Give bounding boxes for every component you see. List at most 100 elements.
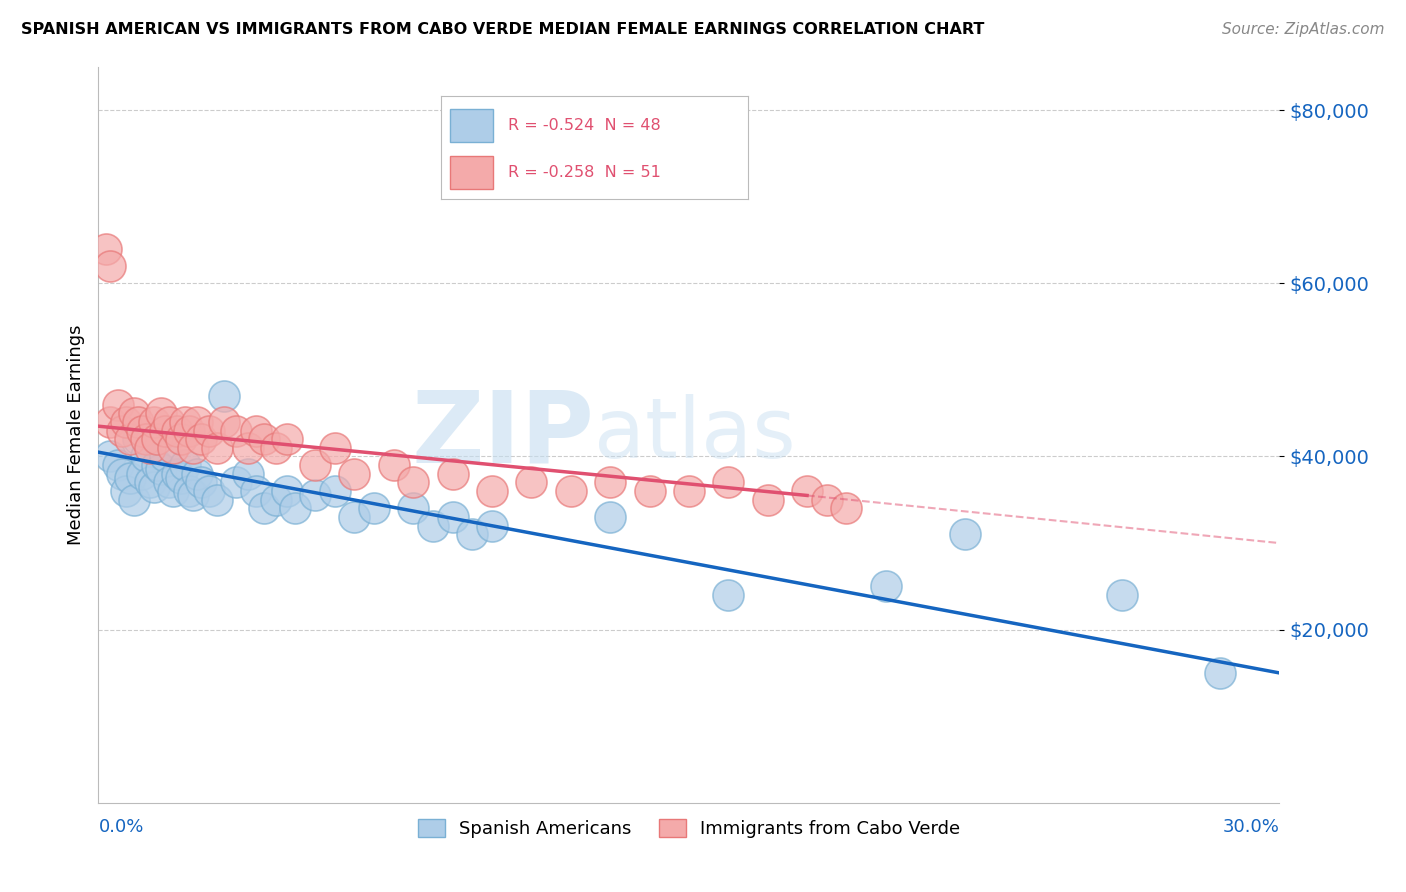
Point bbox=[111, 424, 134, 438]
Point bbox=[96, 242, 118, 256]
Point bbox=[236, 441, 259, 455]
Point bbox=[174, 415, 197, 429]
Point bbox=[481, 484, 503, 499]
Point bbox=[127, 415, 149, 429]
Point bbox=[599, 510, 621, 524]
Point bbox=[304, 488, 326, 502]
Point bbox=[197, 484, 219, 499]
Point bbox=[98, 450, 121, 464]
Point bbox=[363, 501, 385, 516]
Point bbox=[214, 389, 236, 403]
Point bbox=[343, 510, 366, 524]
Point bbox=[214, 415, 236, 429]
Point bbox=[111, 467, 134, 481]
Point bbox=[276, 432, 298, 446]
Point bbox=[118, 471, 141, 485]
Point bbox=[253, 432, 276, 446]
Point bbox=[174, 458, 197, 472]
Point bbox=[835, 501, 858, 516]
Point bbox=[181, 441, 204, 455]
Point bbox=[107, 398, 129, 412]
Point bbox=[599, 475, 621, 490]
Text: Source: ZipAtlas.com: Source: ZipAtlas.com bbox=[1222, 22, 1385, 37]
Point bbox=[186, 415, 208, 429]
Point bbox=[150, 406, 173, 420]
Point bbox=[197, 424, 219, 438]
Point bbox=[166, 424, 188, 438]
Point bbox=[402, 501, 425, 516]
Point bbox=[170, 471, 193, 485]
Point bbox=[127, 432, 149, 446]
Point bbox=[276, 484, 298, 499]
Legend: Spanish Americans, Immigrants from Cabo Verde: Spanish Americans, Immigrants from Cabo … bbox=[411, 812, 967, 846]
Point bbox=[205, 441, 228, 455]
Point bbox=[520, 475, 543, 490]
Point bbox=[323, 484, 346, 499]
Point bbox=[115, 484, 138, 499]
Point bbox=[135, 450, 157, 464]
Point bbox=[236, 467, 259, 481]
Point bbox=[177, 424, 200, 438]
Text: 30.0%: 30.0% bbox=[1223, 818, 1279, 836]
Point bbox=[98, 415, 121, 429]
Point bbox=[150, 462, 173, 476]
Point bbox=[815, 492, 838, 507]
Point bbox=[186, 467, 208, 481]
Point bbox=[245, 484, 267, 499]
Point bbox=[323, 441, 346, 455]
Point bbox=[756, 492, 779, 507]
Point bbox=[481, 518, 503, 533]
Point bbox=[157, 475, 180, 490]
Point bbox=[162, 484, 184, 499]
Text: SPANISH AMERICAN VS IMMIGRANTS FROM CABO VERDE MEDIAN FEMALE EARNINGS CORRELATIO: SPANISH AMERICAN VS IMMIGRANTS FROM CABO… bbox=[21, 22, 984, 37]
Point bbox=[441, 467, 464, 481]
Point bbox=[461, 527, 484, 541]
Y-axis label: Median Female Earnings: Median Female Earnings bbox=[66, 325, 84, 545]
Point bbox=[1209, 665, 1232, 680]
Point bbox=[142, 415, 165, 429]
Point bbox=[253, 501, 276, 516]
Point bbox=[717, 588, 740, 602]
Point bbox=[560, 484, 582, 499]
Point bbox=[225, 475, 247, 490]
Point bbox=[146, 458, 169, 472]
Point bbox=[107, 458, 129, 472]
Point bbox=[135, 432, 157, 446]
Point bbox=[118, 432, 141, 446]
Point bbox=[875, 579, 897, 593]
Point bbox=[264, 492, 287, 507]
Point bbox=[225, 424, 247, 438]
Text: 0.0%: 0.0% bbox=[98, 818, 143, 836]
Point bbox=[245, 424, 267, 438]
Point bbox=[1111, 588, 1133, 602]
Point bbox=[142, 480, 165, 494]
Point bbox=[638, 484, 661, 499]
Point bbox=[138, 475, 160, 490]
Point bbox=[190, 432, 212, 446]
Point bbox=[190, 475, 212, 490]
Point bbox=[796, 484, 818, 499]
Point bbox=[122, 406, 145, 420]
Point bbox=[264, 441, 287, 455]
Point bbox=[166, 467, 188, 481]
Point bbox=[284, 501, 307, 516]
Point bbox=[122, 492, 145, 507]
Point bbox=[402, 475, 425, 490]
Text: atlas: atlas bbox=[595, 394, 796, 475]
Point bbox=[131, 467, 153, 481]
Point bbox=[343, 467, 366, 481]
Point bbox=[382, 458, 405, 472]
Point bbox=[181, 488, 204, 502]
Point bbox=[422, 518, 444, 533]
Point bbox=[205, 492, 228, 507]
Point bbox=[157, 415, 180, 429]
Point bbox=[138, 441, 160, 455]
Point bbox=[98, 259, 121, 273]
Point bbox=[131, 424, 153, 438]
Point bbox=[177, 484, 200, 499]
Point bbox=[953, 527, 976, 541]
Point bbox=[717, 475, 740, 490]
Point bbox=[146, 432, 169, 446]
Point bbox=[115, 415, 138, 429]
Point bbox=[678, 484, 700, 499]
